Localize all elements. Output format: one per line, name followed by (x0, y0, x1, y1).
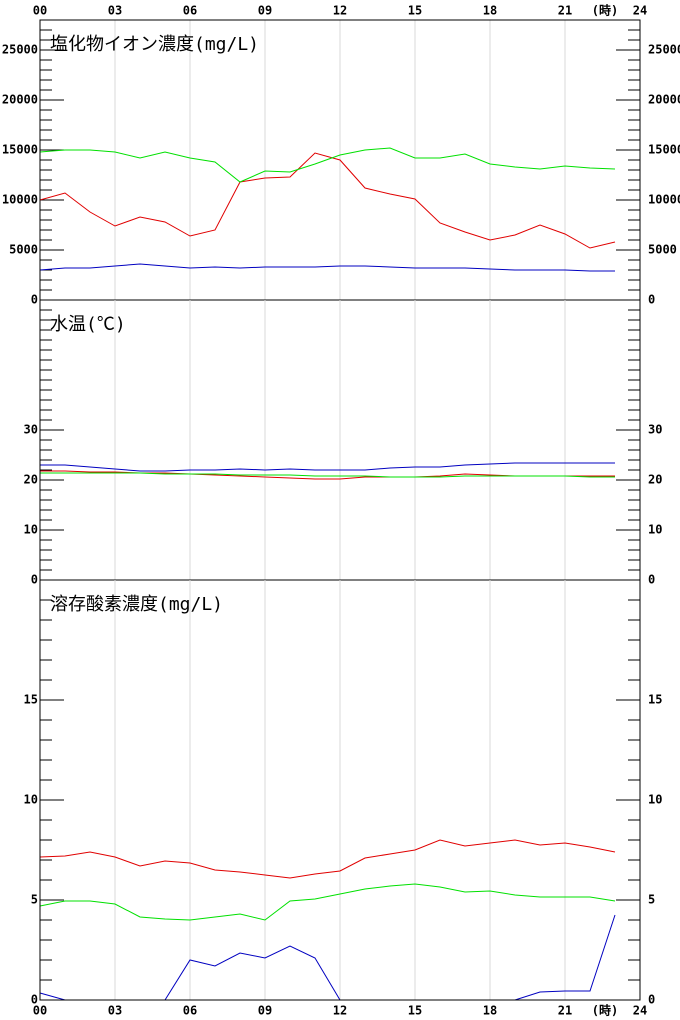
panel-title: 水温(℃) (50, 314, 126, 335)
series-line (40, 472, 615, 478)
x-tick-label: 03 (108, 1004, 122, 1018)
y-tick-label: 10 (648, 793, 662, 807)
x-tick-label: 06 (183, 4, 197, 18)
x-tick-label: 12 (333, 1004, 347, 1018)
y-tick-label: 15 (648, 693, 662, 707)
series-line (39, 883, 616, 921)
x-tick-label: 18 (483, 4, 497, 18)
y-tick-label: 0 (648, 293, 655, 307)
x-tick-label: 09 (258, 4, 272, 18)
series-line (39, 152, 616, 249)
series-line (40, 462, 615, 472)
y-tick-label: 10 (648, 523, 662, 537)
x-tick-label: 24 (633, 4, 647, 18)
series-line (39, 839, 616, 879)
y-tick-label: 0 (31, 993, 38, 1007)
y-tick-label: 20 (648, 473, 662, 487)
x-tick-label: 18 (483, 1004, 497, 1018)
plot-frame (39, 19, 641, 1001)
y-tick-label: 0 (31, 573, 38, 587)
y-tick-label: 30 (648, 423, 662, 437)
x-tick-label: 06 (183, 1004, 197, 1018)
panel-title: 溶存酸素濃度(mg/L) (50, 594, 223, 615)
y-tick-label: 30 (24, 423, 38, 437)
x-tick-label: 03 (108, 4, 122, 18)
series-line (39, 914, 616, 1001)
y-tick-label: 20000 (2, 93, 38, 107)
panel-title: 塩化物イオン濃度(mg/L) (50, 34, 259, 55)
y-tick-label: 25000 (648, 43, 680, 57)
y-tick-label: 15 (24, 693, 38, 707)
y-tick-label: 10 (24, 793, 38, 807)
y-tick-label: 0 (648, 573, 655, 587)
y-tick-label: 5 (31, 893, 38, 907)
y-tick-label: 10000 (648, 193, 680, 207)
y-tick-label: 20000 (648, 93, 680, 107)
y-tick-label: 5000 (648, 243, 677, 257)
y-tick-label: 10 (24, 523, 38, 537)
y-tick-label: 10000 (2, 193, 38, 207)
y-tick-label: 5 (648, 893, 655, 907)
x-tick-label: 24 (633, 1004, 647, 1018)
y-tick-label: 15000 (648, 143, 680, 157)
y-tick-label: 20 (24, 473, 38, 487)
x-tick-label: 09 (258, 1004, 272, 1018)
x-axis-label: (時) (592, 1003, 618, 1018)
x-axis-label: (時) (592, 3, 618, 18)
x-tick-label: 15 (408, 4, 422, 18)
x-tick-label: 15 (408, 1004, 422, 1018)
y-tick-label: 0 (31, 293, 38, 307)
series-line (39, 147, 616, 183)
series-line (39, 263, 615, 272)
y-tick-label: 25000 (2, 43, 38, 57)
y-tick-label: 0 (648, 993, 655, 1007)
y-tick-label: 5000 (9, 243, 38, 257)
x-tick-label: 00 (33, 4, 47, 18)
x-tick-label: 21 (558, 1004, 572, 1018)
series-line (40, 470, 615, 480)
x-tick-label: 12 (333, 4, 347, 18)
x-tick-label: 21 (558, 4, 572, 18)
y-tick-label: 15000 (2, 143, 38, 157)
x-tick-label: 00 (33, 1004, 47, 1018)
